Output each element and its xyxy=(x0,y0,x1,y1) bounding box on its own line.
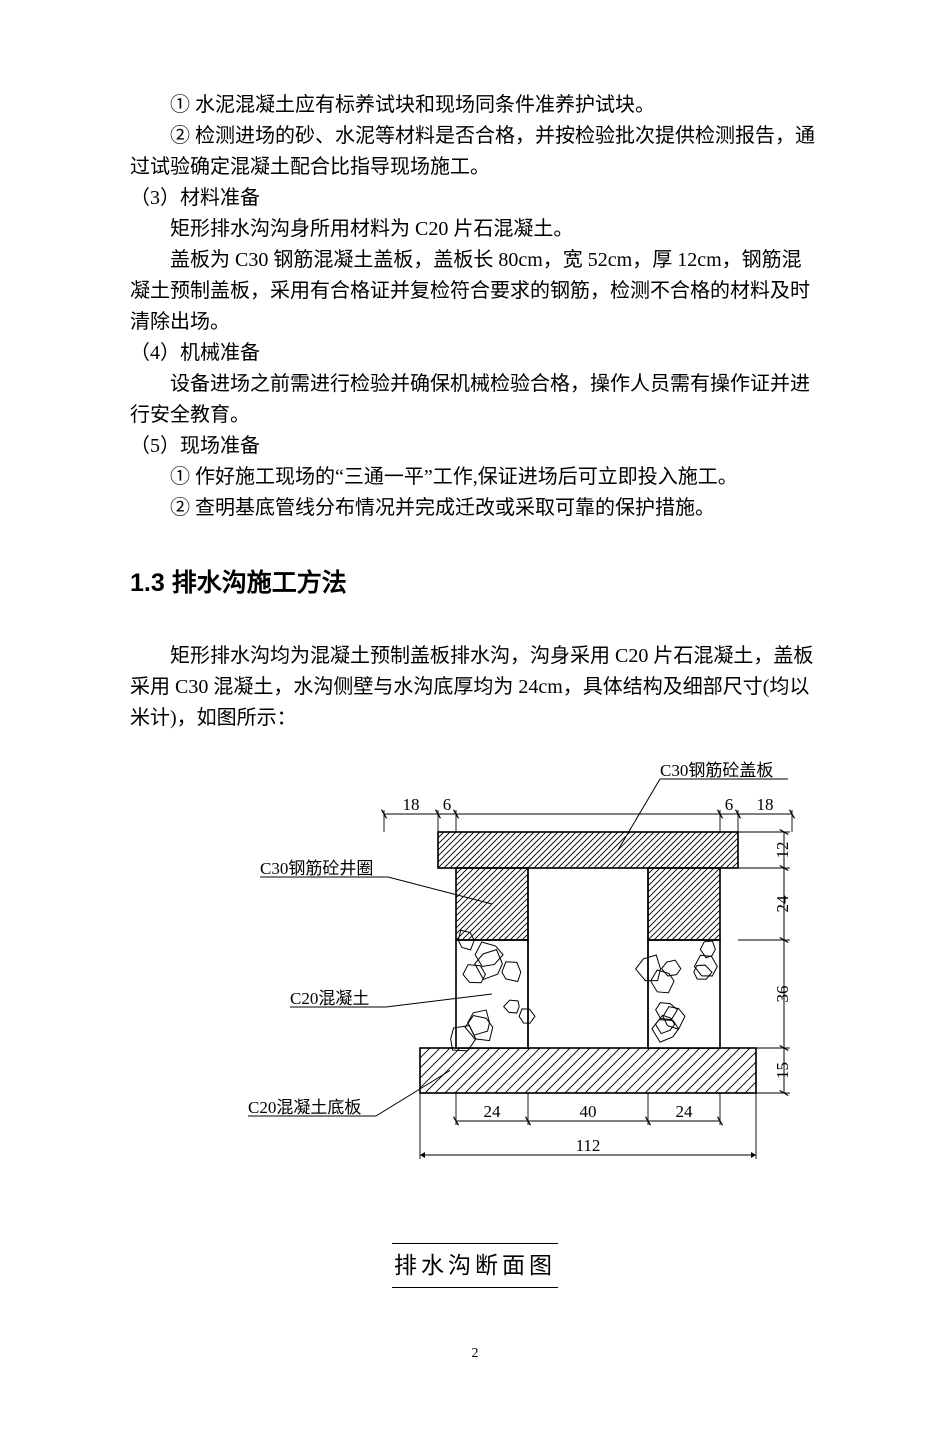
para: ① 水泥混凝土应有标养试块和现场同条件准养护试块。 xyxy=(130,90,820,121)
svg-text:18: 18 xyxy=(403,795,420,814)
page-number: 2 xyxy=(130,1343,820,1365)
para: （3）材料准备 xyxy=(130,183,820,214)
para: ② 查明基底管线分布情况并完成迁改或采取可靠的保护措施。 xyxy=(130,493,820,524)
svg-text:6: 6 xyxy=(443,795,452,814)
para: 矩形排水沟沟身所用材料为 C20 片石混凝土。 xyxy=(130,214,820,245)
svg-text:18: 18 xyxy=(757,795,774,814)
para: （4）机械准备 xyxy=(130,338,820,369)
diagram-svg: 18 6 6 18 12 24 36 15 24 40 24 112 C30钢筋砼盖板 C30钢筋砼井圈 C… xyxy=(230,758,870,1178)
para: （5）现场准备 xyxy=(130,431,820,462)
svg-text:12: 12 xyxy=(773,841,792,858)
svg-text:C20混凝土底板: C20混凝土底板 xyxy=(248,1098,361,1117)
svg-text:15: 15 xyxy=(773,1062,792,1079)
svg-text:40: 40 xyxy=(580,1102,597,1121)
section-heading: 1.3 排水沟施工方法 xyxy=(130,564,820,603)
svg-text:C30钢筋砼井圈: C30钢筋砼井圈 xyxy=(260,859,373,878)
svg-text:24: 24 xyxy=(676,1102,694,1121)
svg-text:24: 24 xyxy=(773,895,792,913)
para: ① 作好施工现场的“三通一平”工作,保证进场后可立即投入施工。 xyxy=(130,462,820,493)
svg-text:36: 36 xyxy=(773,985,792,1002)
svg-text:C30钢筋砼盖板: C30钢筋砼盖板 xyxy=(660,761,773,780)
svg-text:112: 112 xyxy=(576,1136,601,1155)
section-body: 矩形排水沟均为混凝土预制盖板排水沟，沟身采用 C20 片石混凝土，盖板采用 C3… xyxy=(130,641,820,734)
svg-text:24: 24 xyxy=(484,1102,502,1121)
para: 盖板为 C30 钢筋混凝土盖板，盖板长 80cm，宽 52cm，厚 12cm，钢… xyxy=(130,245,820,338)
drain-section-diagram: 18 6 6 18 12 24 36 15 24 40 24 112 C30钢筋砼盖板 C30钢筋砼井圈 C… xyxy=(230,758,820,1188)
svg-text:C20混凝土: C20混凝土 xyxy=(290,989,369,1008)
svg-text:6: 6 xyxy=(725,795,734,814)
figure-caption: 排水沟断面图 xyxy=(392,1243,558,1289)
figure-caption-wrap: 排水沟断面图 xyxy=(130,1243,820,1289)
para: 设备进场之前需进行检验并确保机械检验合格，操作人员需有操作证并进行安全教育。 xyxy=(130,369,820,431)
para: ② 检测进场的砂、水泥等材料是否合格，并按检验批次提供检测报告，通过试验确定混凝… xyxy=(130,121,820,183)
